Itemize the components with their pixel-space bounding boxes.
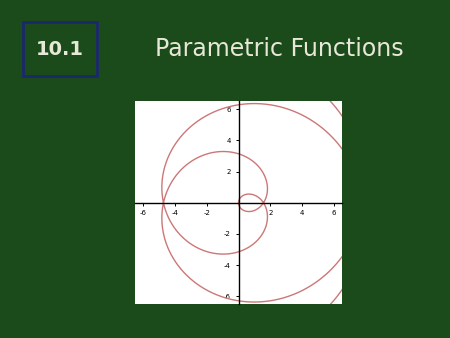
- Text: 10.1: 10.1: [36, 40, 84, 58]
- Text: Parametric Functions: Parametric Functions: [155, 37, 403, 61]
- FancyBboxPatch shape: [22, 22, 97, 76]
